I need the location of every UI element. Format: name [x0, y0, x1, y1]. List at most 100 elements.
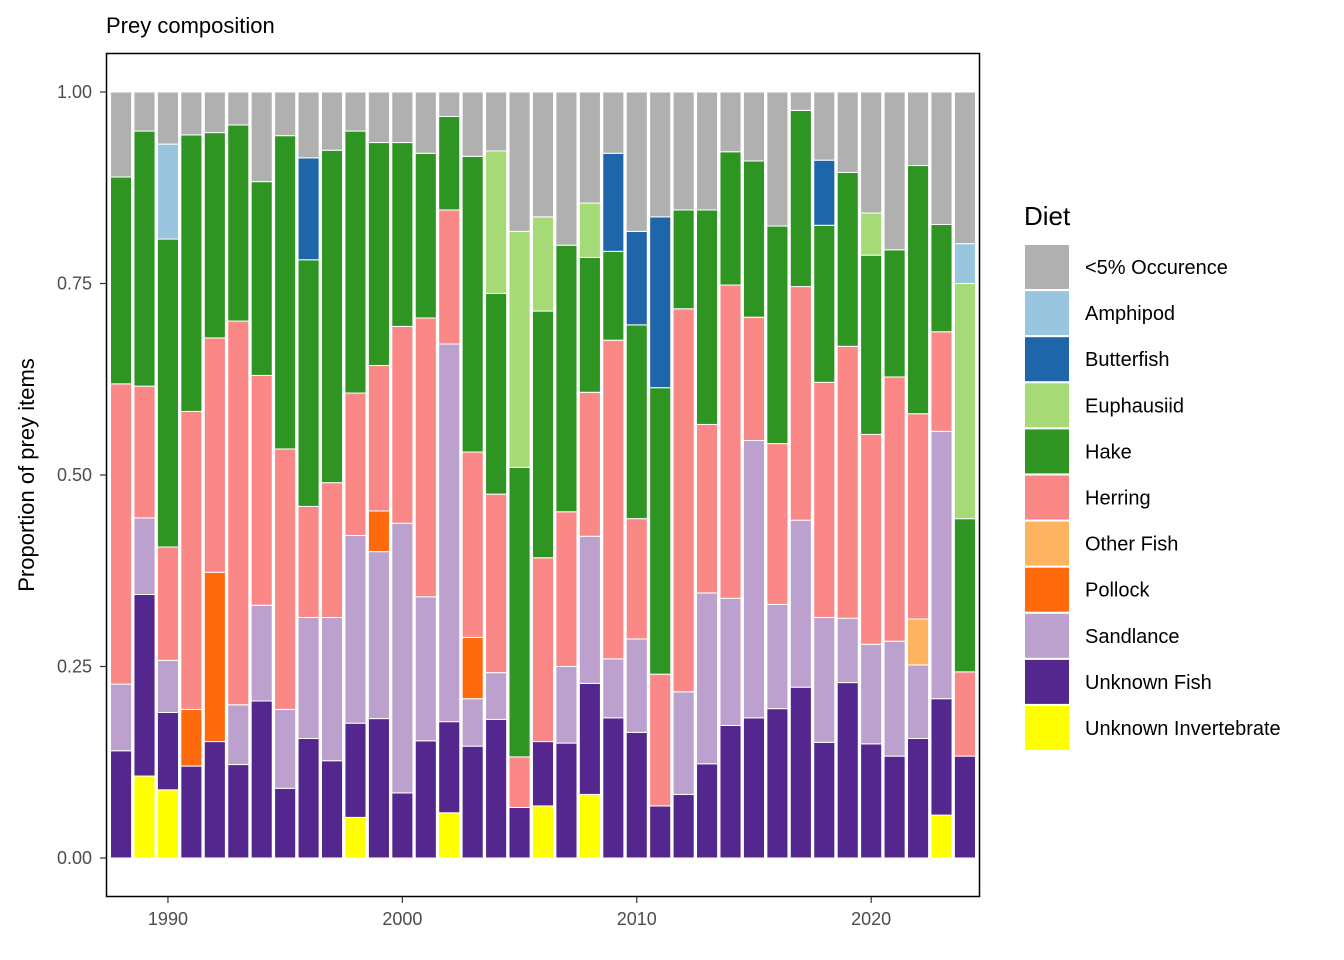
legend-key-sandlance — [1025, 613, 1069, 658]
bar-segment-hake-2011 — [649, 387, 672, 675]
bar-segment-unknown-invertebrate-1989 — [133, 775, 156, 859]
bar-segment-herring-1994 — [250, 374, 273, 606]
bar-segment-sandlance-2014 — [719, 597, 742, 726]
bar-segment-5-occurence-1997 — [320, 91, 344, 151]
bar-segment-herring-2001 — [414, 317, 437, 598]
legend-key-euphausiid — [1025, 383, 1069, 428]
bar-segment-unknown-fish-1995 — [274, 787, 297, 859]
bar-segment-sandlance-2001 — [414, 596, 437, 742]
bar-segment-5-occurence-2005 — [508, 91, 531, 232]
bar-segment-herring-1998 — [344, 392, 367, 537]
bar-segment-euphausiid-2020 — [860, 212, 883, 256]
bar-segment-5-occurence-2000 — [391, 91, 414, 144]
bar-segment-unknown-fish-2019 — [836, 682, 859, 859]
bar-segment-herring-2012 — [672, 308, 695, 693]
bar-segment-unknown-invertebrate-2008 — [578, 793, 601, 859]
bar-segment-hake-1988 — [110, 176, 133, 385]
bar-segment-hake-2024 — [953, 518, 976, 673]
bar-segment-5-occurence-2018 — [813, 91, 836, 161]
bar-segment-unknown-fish-2018 — [813, 741, 836, 859]
bar-segment-sandlance-1995 — [274, 708, 297, 789]
legend-key-hake — [1025, 429, 1069, 474]
bar-segment-hake-2003 — [461, 155, 484, 453]
bar-segment-sandlance-2020 — [860, 643, 883, 745]
bar-segment-hake-1994 — [250, 181, 273, 376]
bar-segment-5-occurence-1992 — [203, 91, 226, 134]
bar-segment-hake-2006 — [531, 310, 555, 559]
bar-segment-butterfish-2010 — [625, 230, 648, 326]
legend-key-amphipod — [1025, 291, 1069, 336]
bar-segment-unknown-fish-1990 — [156, 711, 179, 791]
bar-segment-5-occurence-2011 — [649, 91, 672, 218]
bar-segment-5-occurence-2009 — [602, 91, 625, 154]
bar-segment-5-occurence-2001 — [414, 91, 437, 154]
bar-layer — [110, 91, 976, 859]
bar-segment-euphausiid-2024 — [953, 283, 976, 520]
bar-segment-hake-2005 — [508, 466, 531, 758]
bar-segment-sandlance-1996 — [297, 616, 320, 740]
bar-segment-5-occurence-2022 — [907, 91, 930, 167]
bar-segment-herring-2003 — [461, 451, 484, 638]
bar-segment-herring-2004 — [485, 493, 508, 674]
bar-segment-unknown-fish-2012 — [672, 793, 695, 859]
bar-segment-unknown-fish-2021 — [883, 755, 906, 859]
bar-segment-unknown-fish-1988 — [110, 750, 133, 859]
bar-segment-herring-1988 — [110, 383, 133, 685]
bar-segment-herring-1996 — [297, 505, 320, 618]
bar-segment-herring-2017 — [789, 286, 812, 521]
bar-segment-herring-2013 — [696, 423, 719, 594]
bar-segment-sandlance-2010 — [625, 638, 648, 733]
bar-segment-5-occurence-1996 — [297, 91, 320, 159]
bar-segment-hake-2015 — [742, 160, 766, 318]
bar-segment-hake-1991 — [180, 134, 203, 412]
bar-segment-amphipod-1990 — [156, 143, 179, 240]
bar-segment-herring-2024 — [953, 671, 976, 757]
bar-segment-herring-2010 — [625, 518, 648, 640]
bar-segment-pollock-2003 — [461, 636, 484, 700]
bar-segment-sandlance-2004 — [485, 672, 508, 720]
bar-segment-5-occurence-1989 — [133, 91, 156, 132]
bar-segment-unknown-fish-2004 — [485, 718, 508, 859]
bar-segment-hake-2022 — [907, 165, 930, 415]
bar-segment-sandlance-2019 — [836, 617, 859, 684]
bar-segment-euphausiid-2008 — [578, 202, 601, 258]
bar-segment-butterfish-2018 — [813, 159, 836, 226]
bar-segment-hake-2013 — [696, 209, 719, 425]
bar-segment-pollock-1991 — [180, 708, 203, 767]
bar-segment-unknown-fish-2005 — [508, 806, 531, 859]
x-tick-label: 2000 — [382, 909, 422, 929]
bar-segment-pollock-1999 — [367, 510, 390, 553]
bar-segment-5-occurence-2008 — [578, 91, 601, 204]
bar-segment-sandlance-1997 — [320, 616, 344, 762]
bar-segment-hake-1996 — [297, 259, 320, 507]
bar-segment-sandlance-2022 — [907, 664, 930, 740]
bar-segment-herring-1989 — [133, 385, 156, 519]
bar-segment-butterfish-2011 — [649, 216, 672, 389]
y-axis-title: Proportion of prey items — [14, 358, 39, 592]
legend-label-sandlance: Sandlance — [1085, 626, 1180, 648]
bar-segment-herring-1995 — [274, 448, 297, 710]
x-tick-label: 2020 — [851, 909, 891, 929]
bar-segment-herring-1993 — [227, 320, 250, 706]
bar-segment-hake-2016 — [766, 225, 789, 445]
bar-segment-herring-2011 — [649, 673, 672, 807]
bar-segment-5-occurence-2003 — [461, 91, 484, 157]
bar-segment-hake-2004 — [485, 292, 508, 495]
legend-key-herring — [1025, 475, 1069, 520]
legend-key-other-fish — [1025, 521, 1069, 566]
bar-segment-5-occurence-2014 — [719, 91, 742, 153]
bar-segment-5-occurence-2006 — [531, 91, 555, 218]
legend-title: Diet — [1024, 201, 1071, 231]
bar-segment-herring-2006 — [531, 557, 555, 743]
bar-segment-5-occurence-2015 — [742, 91, 766, 162]
bar-segment-hake-2000 — [391, 142, 414, 327]
bar-segment-5-occurence-1995 — [274, 91, 297, 137]
bar-segment-sandlance-2018 — [813, 616, 836, 743]
bar-segment-unknown-fish-2017 — [789, 686, 812, 859]
bar-segment-5-occurence-2007 — [555, 91, 578, 246]
bar-segment-5-occurence-2012 — [672, 91, 695, 211]
bar-segment-unknown-fish-2020 — [860, 743, 883, 859]
bar-segment-euphausiid-2005 — [508, 230, 531, 468]
bar-segment-euphausiid-2004 — [485, 150, 508, 294]
bar-segment-sandlance-1989 — [133, 517, 156, 596]
